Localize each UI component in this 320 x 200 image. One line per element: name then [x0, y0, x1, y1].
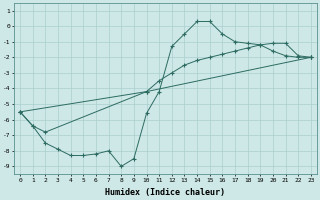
X-axis label: Humidex (Indice chaleur): Humidex (Indice chaleur) — [106, 188, 226, 197]
